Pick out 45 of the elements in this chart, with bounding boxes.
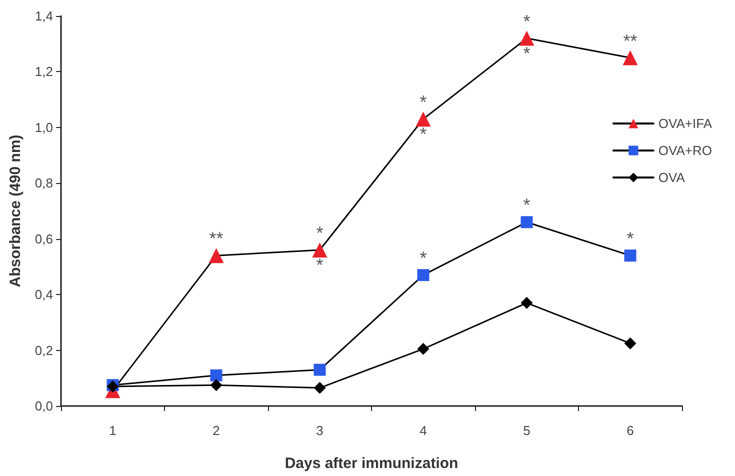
point	[520, 296, 533, 309]
annotation: *	[420, 248, 427, 268]
annotation: *	[316, 223, 324, 243]
y-tick-label: 1,4	[34, 8, 53, 24]
point	[208, 248, 224, 264]
x-tick-label: 4	[420, 423, 427, 438]
point	[624, 250, 636, 262]
legend-label: OVA+IFA	[658, 116, 712, 131]
annotation: *	[523, 11, 530, 32]
point	[416, 112, 431, 127]
x-tick-label: 3	[316, 423, 324, 438]
x-tick-label: 2	[212, 423, 220, 438]
y-tick-label: 0,0	[34, 398, 53, 414]
x-tick-label: 1	[109, 423, 116, 438]
annotation: *	[420, 124, 427, 144]
point	[210, 379, 222, 392]
point	[622, 50, 638, 66]
point	[519, 30, 534, 46]
annotation: *	[316, 255, 324, 275]
y-tick-label: 0,6	[34, 231, 53, 246]
legend-label: OVA+RO	[658, 143, 712, 158]
legend-label: OVA	[658, 170, 686, 185]
y-tick-label: 0,8	[34, 176, 53, 191]
point	[314, 382, 326, 394]
annotation: **	[209, 228, 224, 249]
point	[210, 369, 222, 382]
x-tick-label: 5	[523, 423, 530, 438]
point	[417, 342, 430, 355]
point	[520, 216, 533, 228]
x-axis-title: Days after immunization	[284, 455, 458, 472]
annotation: *	[420, 92, 427, 112]
annotation: *	[523, 195, 530, 216]
annotation: *	[626, 228, 634, 249]
y-tick-label: 0,4	[34, 287, 53, 302]
y-tick-label: 1,2	[34, 64, 53, 80]
annotation: **	[623, 30, 638, 51]
annotation: *	[523, 43, 530, 64]
point	[314, 364, 326, 376]
point	[624, 337, 636, 350]
y-axis-title: Absorbance (490 nm)	[7, 134, 24, 288]
point	[312, 242, 328, 258]
point	[417, 269, 430, 282]
y-tick-label: 0,2	[34, 342, 53, 358]
x-tick-label: 6	[626, 423, 634, 438]
y-tick-label: 1,0	[34, 120, 53, 135]
